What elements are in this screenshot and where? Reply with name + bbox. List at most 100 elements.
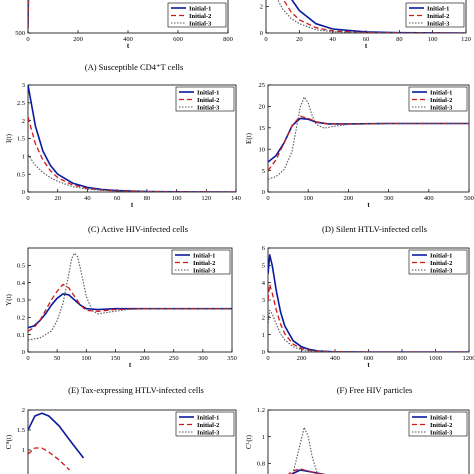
- x-tick-label: 60: [363, 36, 370, 43]
- series-line-2: [28, 116, 236, 192]
- legend-entry: Initial-2: [430, 260, 452, 267]
- x-tick-label: 600: [364, 355, 374, 362]
- legend-entry: Initial-3: [197, 429, 220, 436]
- x-tick-label: 60: [114, 195, 121, 202]
- panel-caption: (A) Susceptible CD4⁺T cells: [85, 62, 184, 72]
- y-tick-label: 1.2: [257, 407, 265, 414]
- series-line-1: [28, 293, 232, 329]
- series-line-2: [268, 283, 469, 352]
- y-tick-label: 1: [262, 434, 265, 441]
- legend-entry: Initial-1: [197, 89, 219, 96]
- y-tick-label: 10: [259, 146, 266, 153]
- x-tick-label: 0: [266, 355, 269, 362]
- legend-entry: Initial-3: [430, 267, 453, 274]
- y-tick-label: 0: [262, 189, 265, 196]
- y-tick-label: 0.1: [17, 332, 25, 339]
- legend-entry: Initial-3: [193, 267, 216, 274]
- x-tick-label: 40: [329, 36, 336, 43]
- legend-entry: Initial-1: [430, 89, 452, 96]
- x-tick-label: 350: [227, 355, 237, 362]
- x-tick-label: 100: [428, 36, 438, 43]
- legend-entry: Initial-2: [427, 13, 449, 20]
- y-tick-label: 2.5: [17, 100, 25, 107]
- series-line-1: [290, 469, 326, 474]
- x-tick-label: 800: [223, 36, 233, 43]
- x-tick-label: 0: [26, 355, 29, 362]
- y-tick-label: 0.3: [17, 297, 25, 304]
- y-tick-label: 2: [22, 118, 25, 125]
- legend-entry: Initial-3: [430, 429, 453, 436]
- series-line-3: [28, 154, 236, 192]
- legend-entry: Initial-2: [197, 422, 219, 429]
- legend-entry: Initial-2: [430, 97, 452, 104]
- panel-1: 0 20 40 60 80 100 120 0 2 t Initial-1Initial-2Init…: [260, 0, 471, 50]
- x-tick-label: 100: [303, 195, 313, 202]
- y-tick-label: 2: [22, 407, 25, 414]
- x-axis-label: t: [129, 361, 132, 369]
- y-tick-label: 0: [260, 30, 263, 37]
- x-tick-label: 250: [169, 355, 179, 362]
- legend-entry: Initial-3: [427, 20, 450, 27]
- y-tick-label: 0.5: [17, 171, 25, 178]
- x-tick-label: 400: [330, 355, 340, 362]
- legend-entry: Initial-2: [430, 422, 452, 429]
- x-tick-label: 400: [424, 195, 434, 202]
- legend-entry: Initial-2: [197, 97, 219, 104]
- y-tick-label: 3: [262, 297, 265, 304]
- panel-caption: (C) Active HIV-infected cells: [88, 224, 188, 234]
- panel-4: 0 50 100 150 200 250 300 350 0 0.1 0.2 0.3 0.4 0.5 t Y(…: [5, 247, 237, 395]
- y-axis-label: I(t): [5, 133, 13, 143]
- y-tick-label: 0.4: [17, 280, 26, 287]
- x-tick-label: 80: [396, 36, 403, 43]
- series-line-2: [28, 447, 71, 471]
- x-tick-label: 300: [198, 355, 208, 362]
- x-axis-label: t: [365, 42, 368, 50]
- y-tick-label: 2: [262, 315, 265, 322]
- plot-frame: [267, 409, 470, 474]
- legend-entry: Initial-2: [189, 13, 211, 20]
- x-axis-label: t: [367, 201, 370, 209]
- y-tick-label: 0: [22, 349, 25, 356]
- x-tick-label: 100: [172, 195, 182, 202]
- y-tick-label: 0: [22, 189, 25, 196]
- series-line-3: [268, 96, 469, 180]
- y-axis-label: Cᴴ(t): [5, 434, 13, 449]
- legend-entry: Initial-1: [193, 252, 215, 259]
- x-tick-label: 20: [54, 195, 61, 202]
- y-tick-label: 15: [259, 125, 266, 132]
- y-tick-label: 0.8: [257, 461, 265, 468]
- y-tick-label: 20: [259, 104, 266, 111]
- x-tick-label: 1200: [463, 355, 474, 362]
- series-line-1: [268, 117, 469, 163]
- legend-entry: Initial-1: [430, 414, 452, 421]
- y-tick-label: 4: [262, 280, 266, 287]
- y-tick-label: 6: [262, 245, 266, 252]
- x-tick-label: 150: [111, 355, 121, 362]
- x-tick-label: 120: [461, 36, 471, 43]
- x-tick-label: 40: [84, 195, 91, 202]
- legend-entry: Initial-2: [193, 260, 215, 267]
- series-line-3: [28, 0, 29, 29]
- series-line-1: [28, 412, 85, 459]
- x-tick-label: 800: [397, 355, 407, 362]
- panel-5: 0 200 400 600 800 1000 12000123456tInitial-1In…: [262, 245, 474, 395]
- series-line-3: [268, 309, 469, 352]
- y-tick-label: 5: [262, 168, 265, 175]
- legend-entry: Initial-1: [427, 5, 449, 12]
- panel-caption: (F) Free HIV particles: [337, 385, 413, 395]
- x-tick-label: 500: [464, 195, 474, 202]
- panel-0: 0 200 400 600 800 500 t Initial-1Initial-2Initi…: [15, 0, 233, 72]
- x-tick-label: 0: [26, 36, 29, 43]
- y-axis-label: E(t): [245, 132, 253, 144]
- x-axis-label: t: [367, 361, 370, 369]
- x-tick-label: 0: [26, 195, 29, 202]
- y-tick-label: 0.2: [17, 315, 25, 322]
- legend-entry: Initial-1: [189, 5, 211, 12]
